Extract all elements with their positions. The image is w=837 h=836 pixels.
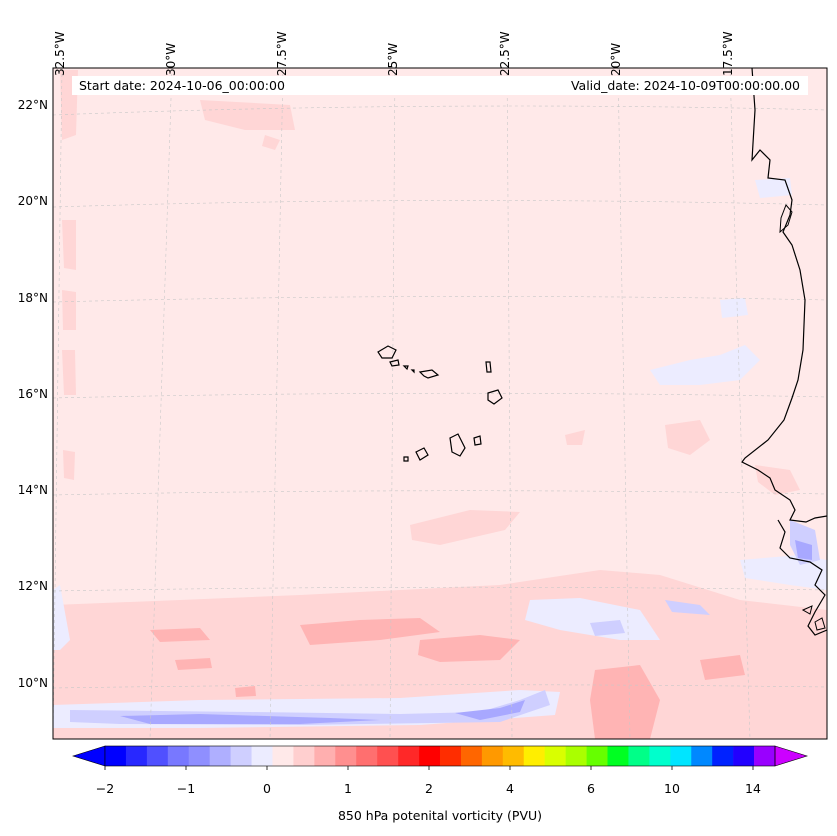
colorbar-segment bbox=[398, 746, 420, 766]
colorbar-segment bbox=[251, 746, 273, 766]
colorbar-ticks bbox=[104, 766, 754, 770]
colorbar-segment bbox=[314, 746, 336, 766]
graticule bbox=[53, 68, 827, 739]
colorbar-segment bbox=[586, 746, 608, 766]
lon-label-17.5w: 17.5°W bbox=[721, 31, 735, 76]
lon-label-22.5w: 22.5°W bbox=[498, 31, 512, 76]
colorbar-max-extend bbox=[774, 745, 809, 767]
colorbar-segment bbox=[754, 746, 776, 766]
lon-label-30w: 30°W bbox=[164, 42, 178, 76]
colorbar-segment bbox=[377, 746, 399, 766]
bijagos-island bbox=[801, 605, 813, 615]
colorbar-segment bbox=[335, 746, 357, 766]
colorbar-segment bbox=[544, 746, 566, 766]
colorbar-segment bbox=[209, 746, 231, 766]
colorbar-segment bbox=[230, 746, 252, 766]
colorbar-tick-label: 10 bbox=[664, 781, 680, 796]
lon-label-25w: 25°W bbox=[386, 42, 400, 76]
colorbar-segment bbox=[460, 746, 483, 766]
colorbar-segment bbox=[356, 746, 378, 766]
colorbar-segment bbox=[125, 746, 148, 766]
lon-label-27.5w: 27.5°W bbox=[275, 31, 289, 76]
colorbar-segment bbox=[502, 746, 525, 766]
lat-label-22n: 22°N bbox=[17, 98, 48, 112]
start-date: Start date: 2024-10-06_00:00:00 bbox=[79, 78, 285, 93]
guinea-bissau-coastline bbox=[777, 519, 827, 636]
colorbar-segment bbox=[712, 746, 734, 766]
lat-label-12n: 12°N bbox=[17, 579, 48, 593]
colorbar-segment bbox=[670, 746, 692, 766]
colorbar-segment bbox=[293, 746, 315, 766]
colorbar-tick-label: 4 bbox=[506, 781, 514, 796]
colorbar-segment bbox=[146, 746, 169, 766]
lon-label-20w: 20°W bbox=[609, 42, 623, 76]
colorbar-segment bbox=[691, 746, 713, 766]
bijagos-island bbox=[814, 617, 826, 631]
colorbar-tick-label: −2 bbox=[95, 781, 115, 796]
lat-label-10n: 10°N bbox=[17, 676, 48, 690]
lat-label-18n: 18°N bbox=[17, 291, 48, 305]
colorbar-tick-label: 6 bbox=[587, 781, 595, 796]
colorbar bbox=[71, 745, 809, 770]
lat-label-16n: 16°N bbox=[17, 387, 48, 401]
colorbar-segment bbox=[628, 746, 650, 766]
colorbar-segment bbox=[167, 746, 190, 766]
colorbar-min-extend bbox=[71, 745, 106, 767]
colorbar-segment bbox=[188, 746, 210, 766]
date-info-box: Start date: 2024-10-06_00:00:00 Valid_da… bbox=[72, 76, 808, 95]
colorbar-segment bbox=[272, 746, 294, 766]
colorbar-segment bbox=[733, 746, 755, 766]
valid-date: Valid_date: 2024-10-09T00:00:00.00 bbox=[570, 78, 800, 93]
map-frame bbox=[52, 67, 828, 740]
lon-label-32.5w: 32.5°W bbox=[53, 31, 67, 76]
colorbar-segment bbox=[607, 746, 629, 766]
colorbar-tick-label: −1 bbox=[176, 781, 196, 796]
lat-label-20n: 20°N bbox=[17, 194, 48, 208]
colorbar-segment bbox=[419, 746, 441, 766]
colorbar-tick-label: 14 bbox=[745, 781, 761, 796]
coastal-inlet bbox=[779, 204, 793, 234]
pv-contours-strong-negative bbox=[120, 540, 812, 724]
colorbar-segment bbox=[440, 746, 462, 766]
colorbar-segment bbox=[523, 746, 545, 766]
colorbar-tick-label: 2 bbox=[425, 781, 433, 796]
lat-label-14n: 14°N bbox=[17, 483, 48, 497]
colorbar-segment bbox=[481, 746, 504, 766]
colorbar-tick-label: 0 bbox=[263, 781, 271, 796]
colorbar-segment bbox=[105, 746, 127, 766]
cape-verde-islands bbox=[377, 345, 503, 462]
colorbar-segment bbox=[565, 746, 587, 766]
colorbar-segment bbox=[649, 746, 671, 766]
colorbar-tick-label: 1 bbox=[344, 781, 352, 796]
pv-contours-medium-positive bbox=[150, 618, 745, 739]
west-africa-coastline bbox=[741, 68, 827, 523]
colorbar-title: 850 hPa potenital vorticity (PVU) bbox=[337, 808, 543, 823]
